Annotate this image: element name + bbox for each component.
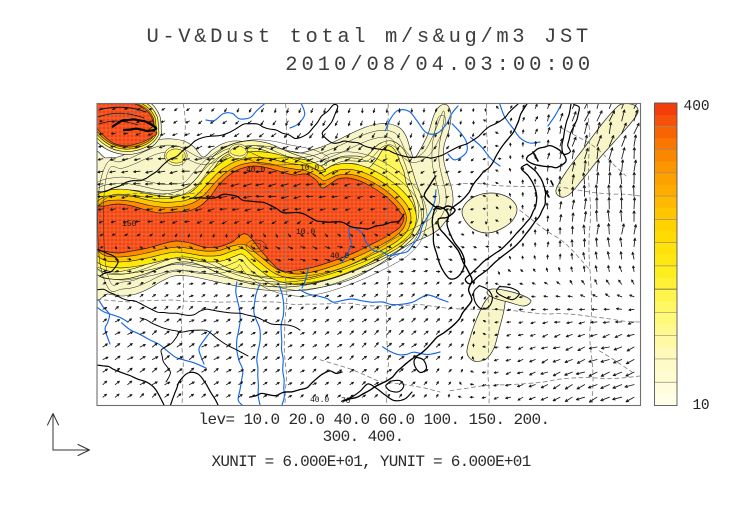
- svg-text:150: 150: [122, 220, 137, 229]
- svg-text:40.0: 40.0: [246, 166, 265, 175]
- svg-text:40.0: 40.0: [330, 252, 349, 261]
- svg-text:70: 70: [341, 397, 351, 406]
- svg-text:40.0: 40.0: [310, 396, 329, 405]
- svg-text:10.0: 10.0: [300, 164, 319, 173]
- svg-text:10.0: 10.0: [296, 228, 315, 237]
